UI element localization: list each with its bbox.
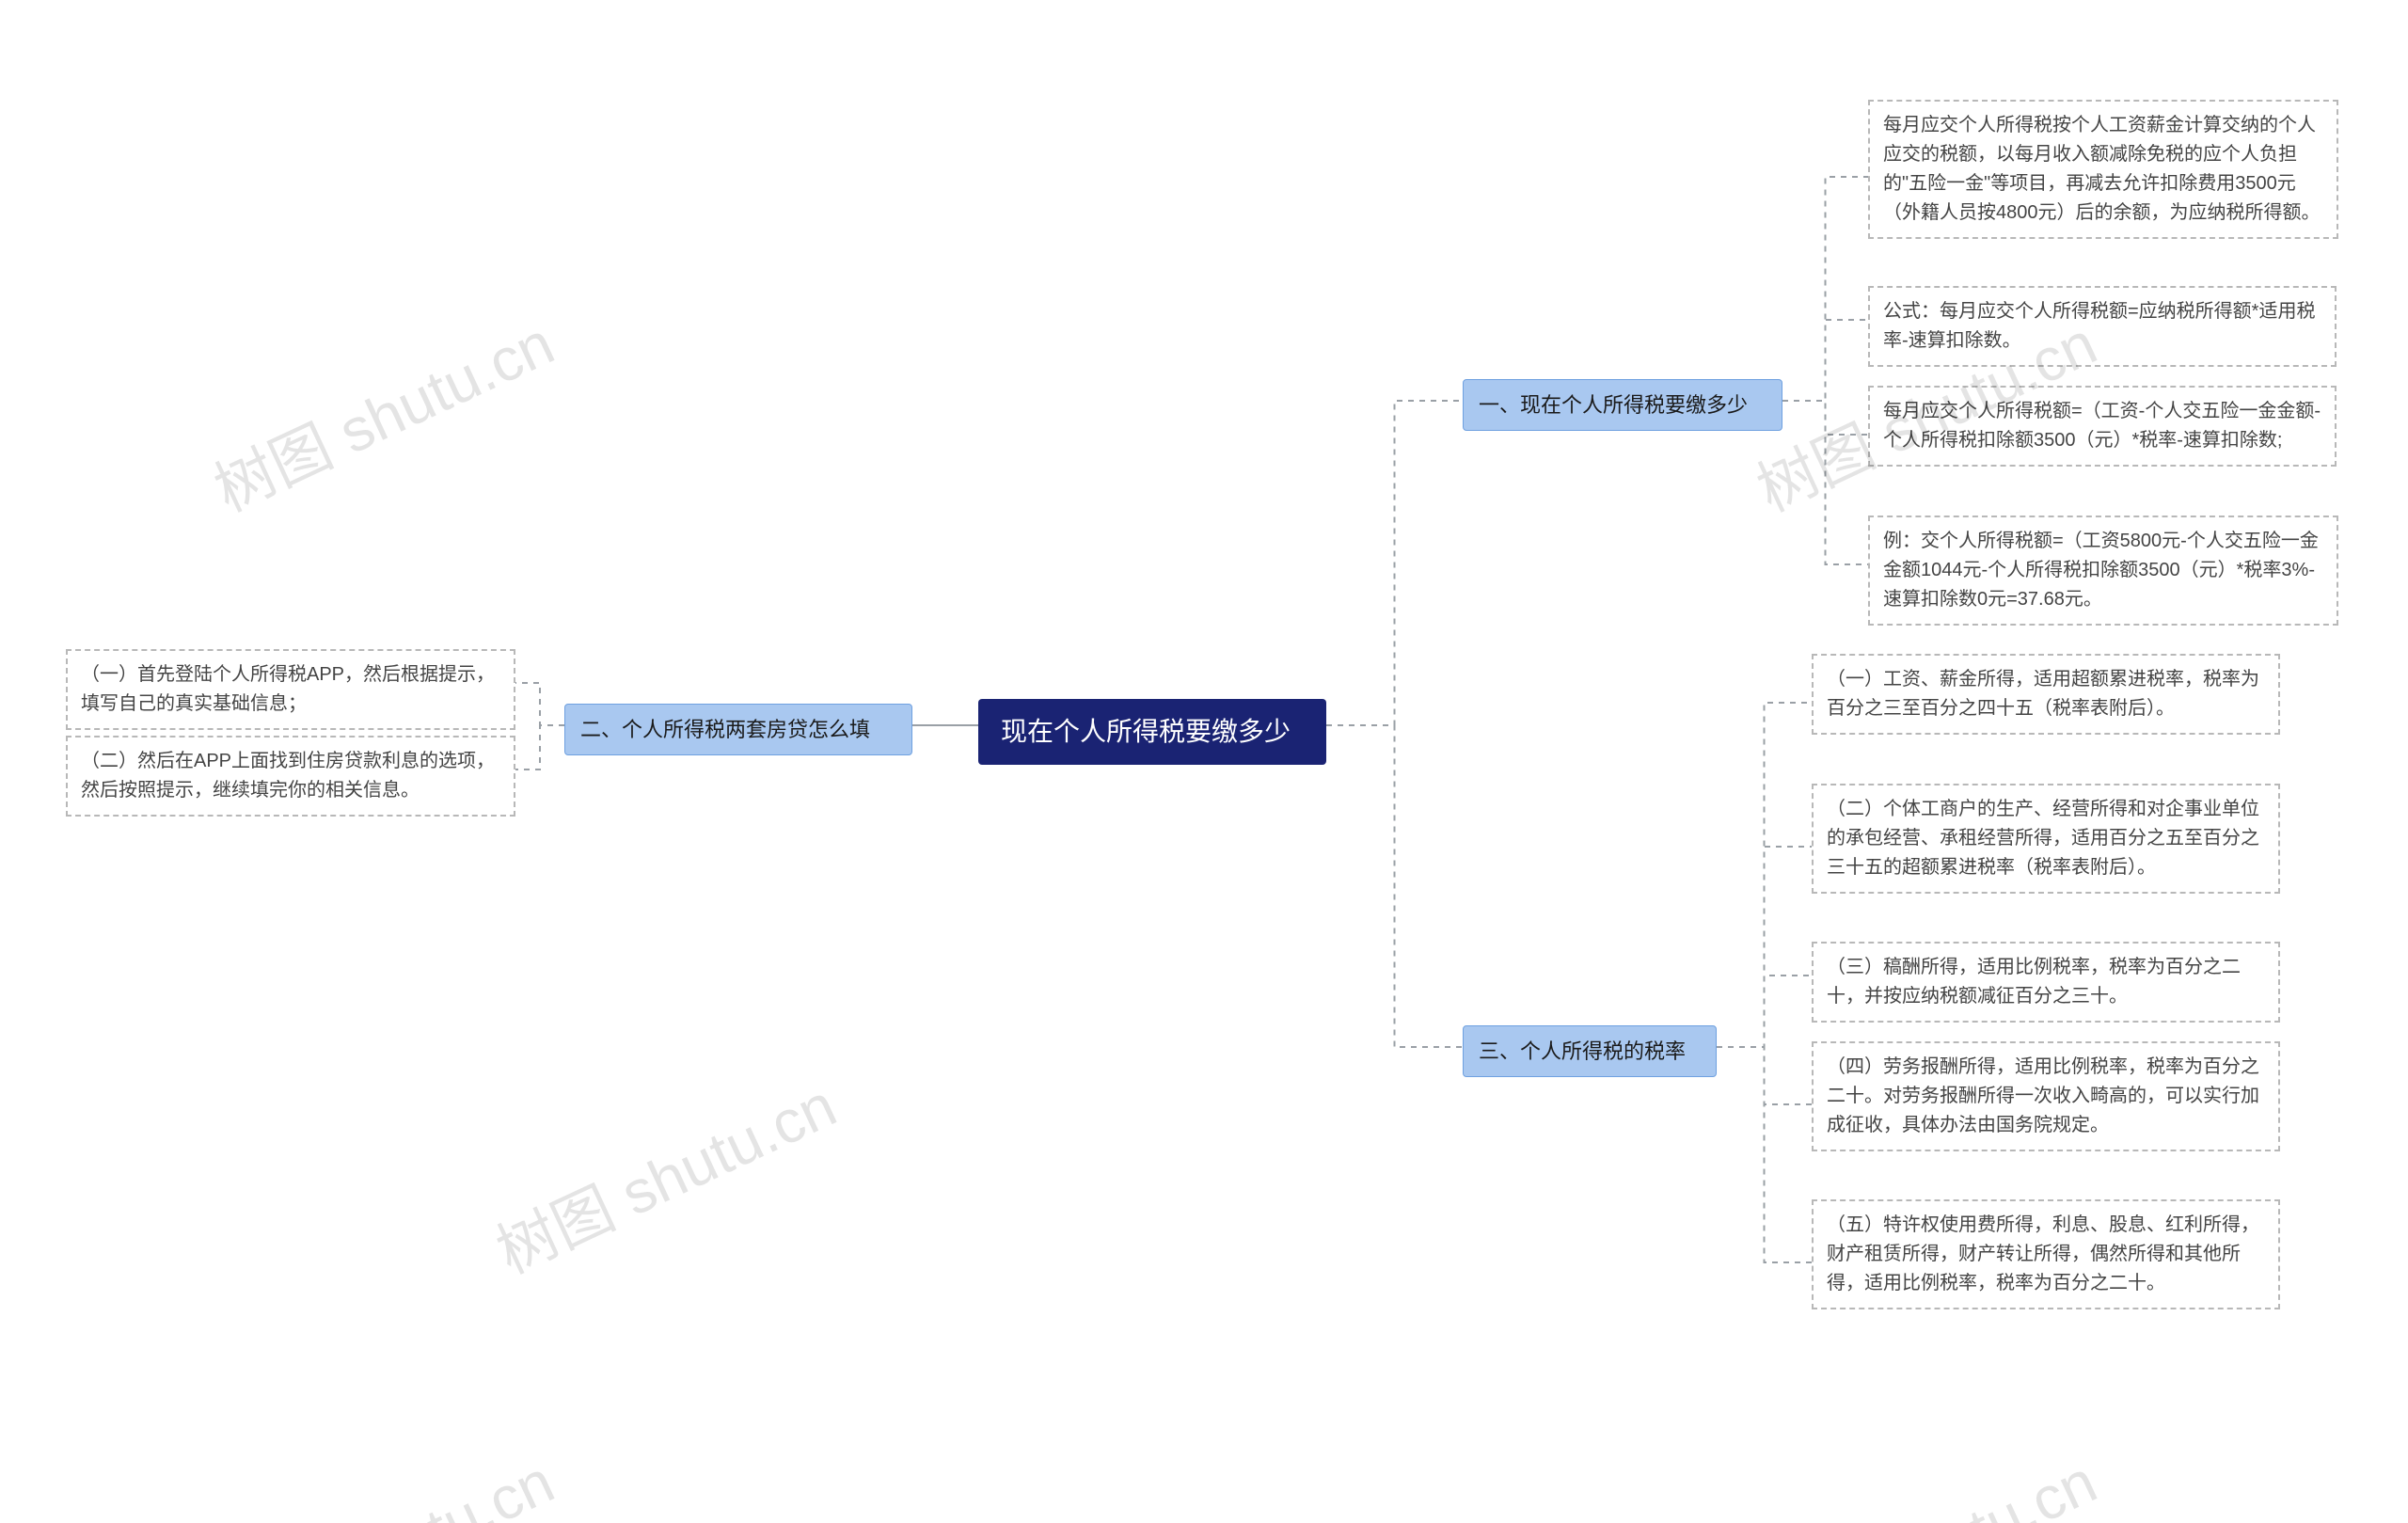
leaf-right-1-2: （三）稿酬所得，适用比例税率，税率为百分之二十，并按应纳税额减征百分之三十。 <box>1812 942 2280 1023</box>
leaf-right-0-0: 每月应交个人所得税按个人工资薪金计算交纳的个人应交的税额，以每月收入额减除免税的… <box>1868 100 2338 239</box>
branch-left[interactable]: 二、个人所得税两套房贷怎么填 <box>564 704 912 755</box>
leaf-right-1-4: （五）特许权使用费所得，利息、股息、红利所得，财产租赁所得，财产转让所得，偶然所… <box>1812 1199 2280 1309</box>
leaf-right-1-0: （一）工资、薪金所得，适用超额累进税率，税率为百分之三至百分之四十五（税率表附后… <box>1812 654 2280 735</box>
leaf-right-0-3: 例：交个人所得税额=（工资5800元-个人交五险一金金额1044元-个人所得税扣… <box>1868 516 2338 626</box>
leaf-right-1-1: （二）个体工商户的生产、经营所得和对企事业单位的承包经营、承租经营所得，适用百分… <box>1812 784 2280 894</box>
watermark: 树图 shutu.cn <box>198 1435 565 1523</box>
root-node[interactable]: 现在个人所得税要缴多少 <box>978 699 1326 765</box>
leaf-left-0: （一）首先登陆个人所得税APP，然后根据提示，填写自己的真实基础信息； <box>66 649 515 730</box>
branch-right-1[interactable]: 三、个人所得税的税率 <box>1463 1025 1717 1077</box>
watermark: 树图 shutu.cn <box>198 296 565 529</box>
leaf-right-1-3: （四）劳务报酬所得，适用比例税率，税率为百分之二十。对劳务报酬所得一次收入畸高的… <box>1812 1041 2280 1151</box>
watermark: 树图 shutu.cn <box>481 1058 848 1291</box>
branch-right-0[interactable]: 一、现在个人所得税要缴多少 <box>1463 379 1782 431</box>
leaf-right-0-2: 每月应交个人所得税额=（工资-个人交五险一金金额-个人所得税扣除额3500（元）… <box>1868 386 2337 467</box>
leaf-right-0-1: 公式：每月应交个人所得税额=应纳税所得额*适用税率-速算扣除数。 <box>1868 286 2337 367</box>
watermark: 树图 shutu.cn <box>1741 1435 2108 1523</box>
leaf-left-1: （二）然后在APP上面找到住房贷款利息的选项，然后按照提示，继续填完你的相关信息… <box>66 736 515 817</box>
